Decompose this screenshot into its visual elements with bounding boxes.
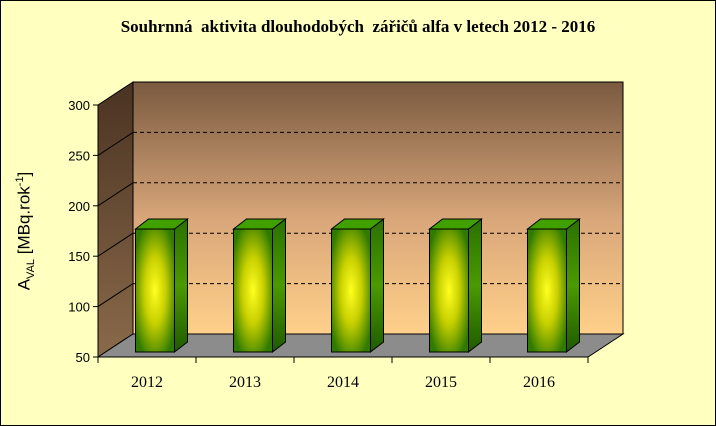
side-gridline	[97, 131, 134, 156]
x-tick-label: 2016	[523, 374, 555, 391]
chart-title: Souhrnná aktivita dlouhodobých zářičů al…	[120, 17, 596, 36]
bar	[331, 228, 371, 353]
bar-side	[174, 218, 188, 354]
bar-side	[566, 218, 580, 354]
x-tick-label: 2012	[131, 374, 163, 391]
y-tick-label: 250	[68, 148, 90, 163]
bar	[429, 228, 469, 353]
y-tick-label: 300	[68, 98, 90, 113]
side-gridline	[97, 182, 134, 207]
bar	[527, 228, 567, 353]
bar	[233, 228, 273, 353]
x-tick-label: 2015	[425, 374, 457, 391]
bar-side	[370, 218, 384, 354]
y-tick-label: 200	[68, 199, 90, 214]
side-gridline	[97, 283, 134, 308]
y-tick-label: 50	[76, 350, 90, 365]
x-tick-label: 2014	[327, 374, 359, 391]
y-tick-label: 150	[68, 249, 90, 264]
side-gridline	[97, 232, 134, 257]
side-wall	[97, 81, 134, 358]
bar	[135, 228, 175, 353]
bar-side	[468, 218, 482, 354]
x-tick-label: 2013	[229, 374, 261, 391]
bar-side	[272, 218, 286, 354]
y-tick-label: 100	[68, 300, 90, 315]
